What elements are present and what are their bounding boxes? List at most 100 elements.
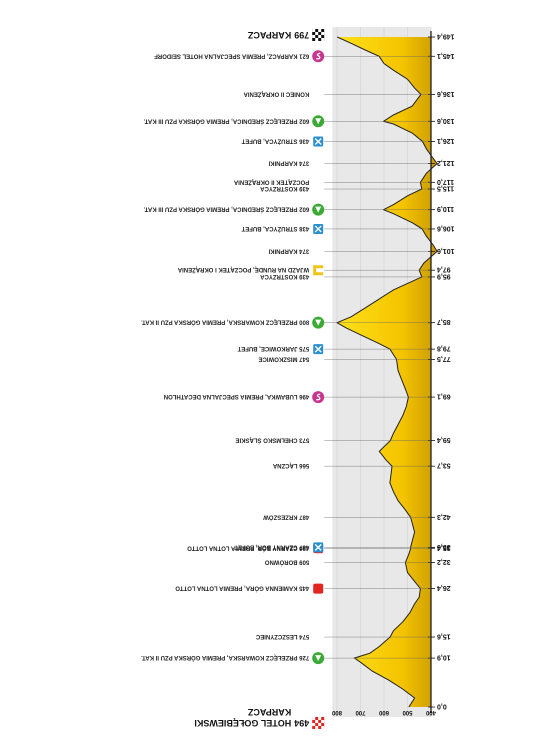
feed-glyph: [314, 345, 322, 353]
waypoint-label: 445 KAMIENNA GÓRA, PREMIA LOTNA LOTTO: [175, 585, 309, 593]
waypoint: 374 KARPNIKI: [268, 247, 431, 253]
km-tick-label: 69,1: [437, 393, 451, 400]
km-tick-label: 77,5: [437, 355, 451, 362]
start-flag-check: [315, 726, 319, 729]
start-flag-check: [315, 720, 319, 723]
waypoint-label: 486 CZARNY BÓR, PREMIA LOTNA LOTTO: [187, 544, 309, 552]
start-altitude: 494: [294, 718, 309, 728]
finish-flag-check: [312, 35, 316, 38]
waypoint: 602 PRZEŁĘCZ ŚREDNICA, PREMIA GÓRSKA PZU…: [143, 115, 431, 128]
waypoint-label: 547 MISZKOWICE: [259, 355, 310, 361]
feed-glyph: [314, 225, 322, 233]
km-tick-label: 10,9: [437, 654, 451, 661]
waypoint-label: 574 LESZCZYNIEC: [255, 633, 309, 639]
waypoint-label: KONIEC II OKRĄŻENIA: [243, 90, 309, 97]
waypoint: 574 LESZCZYNIEC: [255, 633, 431, 639]
km-tick-label: 79,8: [437, 345, 451, 352]
waypoint-label: 374 KARPNIKI: [268, 247, 309, 253]
mountain-glyph: [315, 319, 322, 326]
km-tick-label: 149,4: [437, 33, 455, 40]
finish-flag-check: [321, 38, 325, 41]
waypoint-label: 602 PRZEŁĘCZ ŚREDNICA, PREMIA GÓRSKA PZU…: [143, 206, 309, 214]
km-tick-label: 136,6: [437, 90, 455, 97]
km-tick-label: 26,4: [437, 584, 451, 591]
waypoint: 436 STRUŻYCA, BUFET: [241, 136, 431, 147]
waypoint: 621 KARPACZ, PREMIA SPECJALNA HOTEL SEID…: [154, 50, 431, 63]
start-name-line2: KARPACZ: [247, 707, 291, 717]
rotated-chart-group: 0,0 10,9 15,6 26,4 32,2 35,435,6 42,3 53,7 59,4 6…: [141, 27, 455, 729]
waypoint-label: 439 KOSTRZYCA: [260, 273, 310, 279]
waypoint: 374 KARPNIKI: [268, 159, 431, 165]
waypoint: WJAZD NA RUNDĘ, POCZĄTEK I OKRĄŻENIA: [177, 265, 431, 276]
km-tick-label: 35,6: [437, 543, 451, 550]
waypoint-label: WJAZD NA RUNDĘ, POCZĄTEK I OKRĄŻENIA: [177, 266, 309, 273]
waypoint: POCZĄTEK II OKRĄŻENIA: [233, 178, 431, 185]
finish-flag-check: [318, 35, 322, 38]
lap-start-icon: [313, 265, 324, 276]
waypoint-label: 800 PRZEŁĘCZ KOWARSKA, PREMIA GÓRSKA PZU…: [141, 319, 309, 327]
km-tick-label: 59,4: [437, 436, 451, 443]
km-tick-label: 42,3: [437, 513, 451, 520]
km-tick-label: 101,6: [437, 247, 455, 254]
altitude-tick-label: 800: [331, 709, 342, 715]
waypoint-label: 566 LĄCZNA: [272, 462, 309, 468]
waypoint: 439 KOSTRZYCA: [260, 273, 431, 279]
feed-glyph: [314, 543, 322, 551]
waypoint: 573 CHEŁMSKO ŚLĄSKIE: [236, 437, 431, 444]
km-tick-label: 95,9: [437, 272, 451, 279]
finish-flag-check: [321, 32, 325, 35]
waypoint-label: 509 BORÓWNO: [265, 559, 310, 567]
start-flag-check: [312, 723, 316, 726]
waypoint-label: 438 STRUŻYCA, BUFET: [241, 225, 309, 232]
start-name: HOTEL GOŁĘBIEWSKI: [194, 718, 291, 728]
waypoint: 726 PRZEŁĘCZ KOWARSKA, PREMIA GÓRSKA PZU…: [141, 652, 431, 665]
waypoint-label: 436 STRUŻYCA, BUFET: [241, 137, 309, 144]
finish-flag-check: [315, 32, 319, 35]
waypoint-label: 621 KARPACZ, PREMIA SPECJALNA HOTEL SEID…: [154, 52, 309, 58]
waypoint-label: 496 LUBAWKA, PREMIA SPECJALNA DECATHLON: [164, 393, 309, 399]
finish-block: 799 KARPACZ: [247, 29, 325, 41]
mountain-glyph: [315, 118, 322, 125]
km-tick-label: 32,2: [437, 558, 451, 565]
waypoint-label: POCZĄTEK II OKRĄŻENIA: [233, 178, 309, 185]
km-tick-label: 126,1: [437, 137, 455, 144]
start-flag-check: [318, 723, 322, 726]
waypoint: 509 BORÓWNO: [265, 559, 431, 567]
profile-outline: [335, 36, 438, 708]
waypoint: 547 MISZKOWICE: [259, 355, 431, 361]
km-tick-label: 35,4: [437, 544, 451, 551]
waypoint-label: 487 KRZESZÓW: [263, 513, 309, 521]
mountain-glyph: [315, 655, 322, 662]
finish-flag-check: [315, 38, 319, 41]
feed-glyph: [314, 137, 322, 145]
km-tick-label: 121,2: [437, 159, 455, 166]
waypoint: KONIEC II OKRĄŻENIA: [243, 90, 431, 97]
waypoint-label: 602 PRZEŁĘCZ ŚREDNICA, PREMIA GÓRSKA PZU…: [143, 117, 309, 125]
waypoint-markers: 726 PRZEŁĘCZ KOWARSKA, PREMIA GÓRSKA PZU…: [141, 50, 431, 665]
km-tick-label: 130,6: [437, 117, 455, 124]
waypoint-label: 374 KARPNIKI: [268, 159, 309, 165]
start-flag-check: [321, 726, 325, 729]
start-flag-check: [321, 720, 325, 723]
km-tick-label: 110,9: [437, 205, 454, 212]
start-block: 494 HOTEL GOŁĘBIEWSKI KARPACZ: [194, 707, 325, 729]
waypoint-label: 439 KOSTRZYCA: [260, 185, 310, 191]
waypoint: 439 KOSTRZYCA: [260, 185, 431, 191]
waypoint: 575 JARKOWICE, BUFET: [237, 344, 431, 355]
km-tick-label: 145,1: [437, 52, 455, 59]
waypoint: 487 CZARNY BÓR, BUFET: [234, 542, 431, 553]
special-glyph: [316, 393, 321, 401]
waypoint: 438 STRUŻYCA, BUFET: [241, 223, 431, 234]
km-tick-label: 106,6: [437, 224, 455, 231]
waypoint: 800 PRZEŁĘCZ KOWARSKA, PREMIA GÓRSKA PZU…: [141, 316, 431, 329]
waypoint: 602 PRZEŁĘCZ ŚREDNICA, PREMIA GÓRSKA PZU…: [143, 203, 431, 216]
finish-flag-check: [312, 29, 316, 32]
waypoint: 445 KAMIENNA GÓRA, PREMIA LOTNA LOTTO: [175, 583, 431, 594]
km-tick-label: 97,4: [437, 266, 451, 273]
start-flag-check: [318, 717, 322, 720]
waypoint: 566 LĄCZNA: [272, 462, 431, 468]
profile-area: [337, 37, 438, 707]
start-flag-check: [312, 717, 316, 720]
altitude-ticks: 400 500 600 700 800: [331, 709, 436, 715]
